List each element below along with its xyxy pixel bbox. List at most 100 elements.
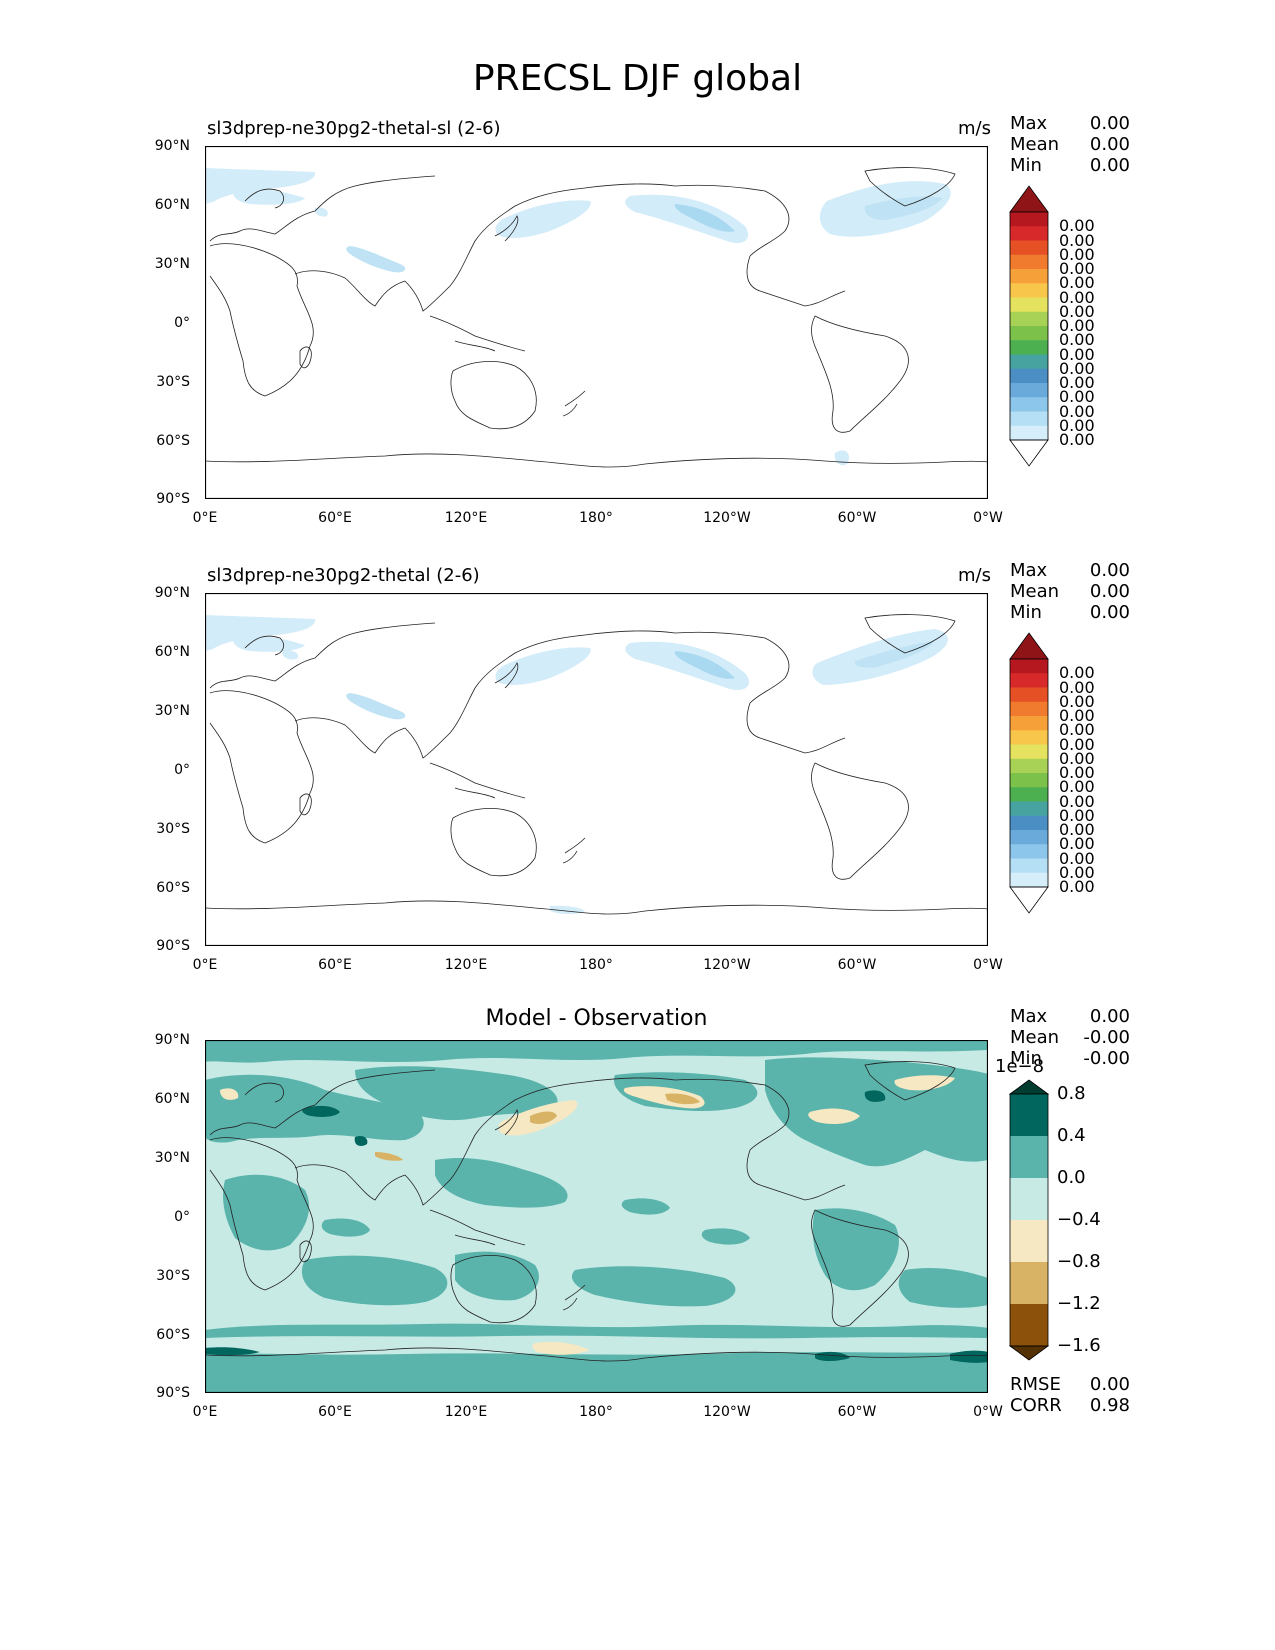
colorbar-tick-label: 0.00: [1059, 877, 1095, 896]
panel-2-colorbar: [1009, 632, 1049, 914]
colorbar-tick-label: 0.00: [1059, 862, 1095, 882]
p1-ytick-90N: 90°N: [154, 138, 190, 154]
p2-xtick-0W: 0°W: [973, 957, 1003, 973]
precip-south-andes: [834, 450, 850, 466]
colorbar-swatch: [1010, 844, 1048, 859]
coast-south-america: [811, 1209, 909, 1327]
coast-antarctica: [205, 900, 988, 915]
coast-alaska-namerica: [584, 1077, 846, 1201]
colorbar-swatch: [1010, 283, 1048, 298]
colorbar-tick-label: 0.00: [1059, 734, 1095, 754]
coast-arabia-india: [294, 717, 406, 754]
colorbar-swatch: [1010, 269, 1048, 284]
coast-antarctica: [205, 1347, 988, 1362]
colorbar-swatch: [1010, 716, 1048, 731]
rmse-label: RMSE: [1010, 1374, 1061, 1395]
coast-australia: [450, 361, 537, 430]
colorbar-swatch: [1010, 701, 1048, 717]
coast-europe: [209, 622, 436, 689]
diff-strongneg-tibet: [375, 1152, 403, 1161]
panel-3-colorbar-scale: 1e−8: [995, 1056, 1045, 1077]
diff-strong-antarctic-3: [950, 1350, 988, 1363]
diff-band-north: [205, 1040, 988, 1063]
colorbar-tick-label: 0.00: [1059, 663, 1095, 683]
colorbar-swatch: [1010, 326, 1048, 341]
diff-region-indian-ocean: [301, 1255, 448, 1306]
panel-3-mean-label: Mean: [1010, 1027, 1060, 1048]
panel-2-min-label: Min: [1010, 602, 1042, 623]
precip-tibet: [346, 246, 406, 273]
coastlines: [205, 1061, 988, 1362]
coast-asia-east: [404, 634, 586, 759]
diff-neg-north-atlantic: [808, 1108, 860, 1124]
colorbar-extend-min: [1009, 439, 1049, 467]
p1-xtick-60E: 60°E: [318, 510, 352, 526]
colorbar-tick-label: 0.00: [1059, 691, 1095, 711]
coast-japan: [494, 215, 519, 242]
colorbar-frame: [1009, 658, 1049, 888]
coastlines: [205, 167, 988, 468]
coast-new-zealand: [562, 1284, 586, 1311]
diff-region-asia-north: [355, 1066, 558, 1121]
diff-region-australia: [455, 1251, 539, 1301]
colorbar-tick-label: 0.00: [1059, 791, 1095, 811]
coast-se-asia-islands: [429, 1209, 526, 1246]
precip-gulf-alaska-core: [674, 651, 735, 679]
colorbar-swatch: [1010, 240, 1048, 256]
colorbar-swatch: [1010, 383, 1048, 398]
colorbar-swatch: [1010, 1136, 1048, 1179]
diff-strong-antarctic-1: [205, 1347, 260, 1356]
panel-3-title: Model - Observation: [485, 1006, 708, 1031]
precip-europe-2: [233, 634, 305, 652]
p2-ytick-0: 0°: [174, 762, 190, 778]
panel-2-max-label: Max: [1010, 560, 1048, 581]
colorbar-tick-label: −1.6: [1057, 1335, 1101, 1356]
p2-ytick-60S: 60°S: [156, 880, 190, 896]
colorbar-swatch: [1010, 397, 1048, 412]
panel-3-colorbar: [1008, 1079, 1050, 1361]
precip-europe: [205, 168, 316, 204]
panel-1-colorbar: [1009, 185, 1049, 467]
coast-greenland: [864, 167, 956, 207]
p1-xtick-0W: 0°W: [973, 510, 1003, 526]
colorbar-tick-label: 0.0: [1057, 1167, 1086, 1188]
colorbar-tick-label: 0.00: [1059, 763, 1095, 782]
coast-africa: [209, 690, 314, 844]
colorbar-swatch: [1010, 659, 1048, 674]
panel-2-min-value: 0.00: [1089, 602, 1130, 623]
coast-new-zealand: [562, 837, 586, 864]
colorbar-extend-max: [1009, 632, 1049, 660]
p1-ytick-0: 0°: [174, 315, 190, 331]
diff-region-equator-spots-2: [621, 1198, 670, 1215]
diff-strongneg-nw-pacific: [530, 1111, 557, 1124]
colorbar-swatch: [1010, 830, 1048, 845]
p3-ytick-60S: 60°S: [156, 1327, 190, 1343]
colorbar-swatch: [1010, 254, 1048, 270]
colorbar-swatch: [1010, 1094, 1048, 1137]
p2-xtick-180: 180°: [579, 957, 613, 973]
panel-3-min-label: Min: [1010, 1048, 1042, 1069]
diff-strong-labrador: [864, 1090, 886, 1102]
p3-xtick-0E: 0°E: [192, 1404, 218, 1420]
p3-xtick-120W: 120°W: [703, 1404, 751, 1420]
colorbar-tick-label: 0.4: [1057, 1125, 1086, 1146]
colorbar-tick-label: −0.4: [1057, 1209, 1101, 1230]
diff-strong-antarctic-2: [815, 1351, 850, 1361]
diff-region-equator-spots-1: [321, 1218, 370, 1237]
colorbar-tick-label: −0.8: [1057, 1251, 1101, 1272]
panel-3-map: [205, 1040, 988, 1393]
precip-shading: [205, 168, 951, 466]
coast-scandinavia: [244, 188, 285, 209]
diff-strong-siberia: [302, 1105, 340, 1117]
diff-strong-positive-regions: [205, 1090, 988, 1363]
precip-gulf-alaska-core: [674, 204, 735, 232]
colorbar-tick-label: 0.00: [1059, 805, 1095, 825]
panel-3-max-value: 0.00: [1089, 1006, 1130, 1027]
coast-asia-east: [404, 187, 586, 312]
map-frame: [205, 1040, 988, 1393]
panel-2-map: [205, 593, 988, 946]
diff-bg-antarctic-strip: [205, 1335, 988, 1355]
p3-ytick-60N: 60°N: [154, 1091, 190, 1107]
coast-japan: [494, 1109, 519, 1136]
coast-new-zealand: [562, 390, 586, 417]
